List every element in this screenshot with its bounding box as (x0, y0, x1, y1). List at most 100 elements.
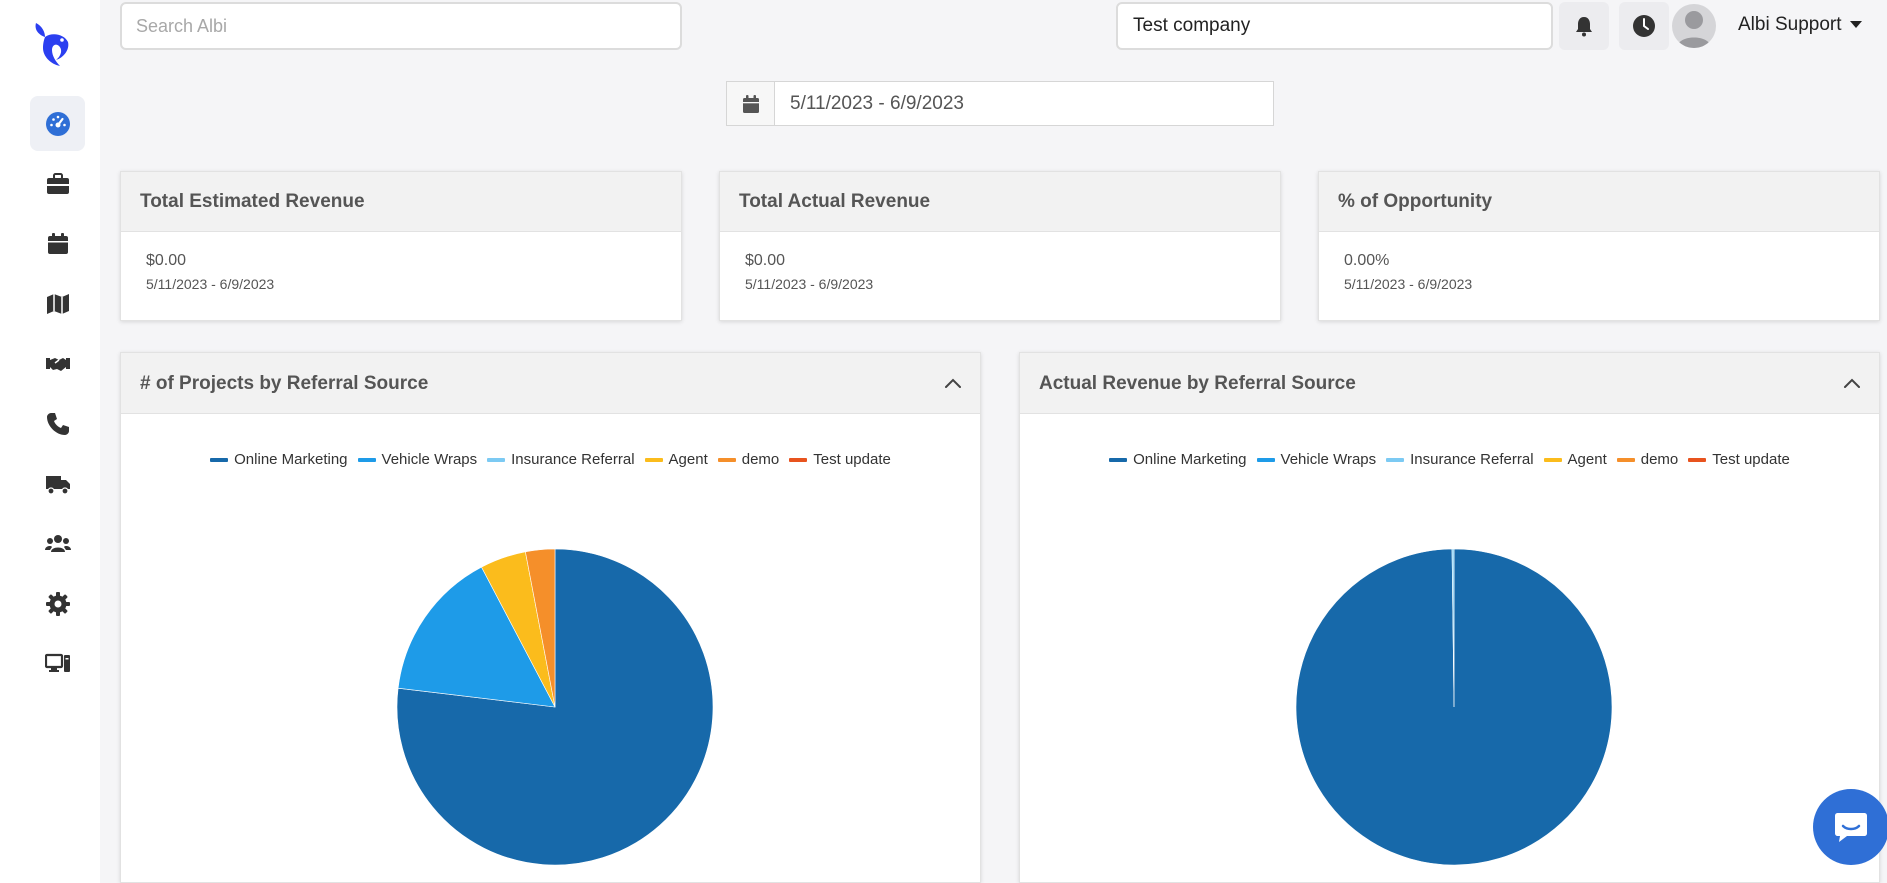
phone-icon (46, 412, 69, 435)
legend-swatch (1386, 457, 1405, 462)
legend-swatch (1616, 457, 1635, 462)
legend-label: Online Marketing (234, 451, 348, 468)
pie-slice[interactable] (397, 566, 556, 708)
history-button[interactable] (1619, 2, 1669, 50)
legend-swatch (1688, 457, 1707, 462)
chart-legend: Online Marketing Vehicle Wraps Insurance R… (121, 451, 980, 468)
legend-swatch (1109, 457, 1128, 462)
legend-swatch (357, 457, 376, 462)
legend-label: Test update (813, 451, 891, 468)
pie-slice[interactable] (396, 548, 714, 866)
sidebar-item-devices[interactable] (30, 636, 85, 691)
card-date-range: 5/11/2023 - 6/9/2023 (745, 276, 874, 292)
calendar-icon (742, 94, 759, 113)
legend-item[interactable]: Vehicle Wraps (1256, 451, 1377, 468)
legend-item[interactable]: Online Marketing (1109, 451, 1247, 468)
date-picker-button[interactable] (727, 82, 775, 125)
card-value: $0.00 (146, 252, 187, 269)
user-silhouette-icon (1677, 11, 1711, 48)
card-total-actual-revenue: Total Actual Revenue $0.00 5/11/2023 - 6… (719, 171, 1281, 321)
card-value: 0.00% (1344, 252, 1390, 269)
sidebar-item-projects[interactable] (30, 156, 85, 211)
chevron-up-icon[interactable] (1841, 373, 1863, 395)
sidebar-item-deliveries[interactable] (30, 456, 85, 511)
legend-item[interactable]: Vehicle Wraps (357, 451, 478, 468)
search-input[interactable] (120, 2, 682, 50)
caret-down-icon (1849, 21, 1862, 28)
sidebar-item-dashboard[interactable] (30, 96, 85, 151)
legend-swatch (1256, 457, 1275, 462)
legend-item[interactable]: demo (1616, 451, 1679, 468)
chat-bubble-icon (1835, 813, 1867, 842)
sidebar-item-calls[interactable] (30, 396, 85, 451)
legend-label: Agent (668, 451, 708, 468)
panel-title: Actual Revenue by Referral Source (1039, 373, 1356, 394)
panel-revenue-by-referral: Actual Revenue by Referral Source Online… (1019, 352, 1880, 883)
pie-slice[interactable] (1451, 548, 1455, 708)
chart-legend: Online Marketing Vehicle Wraps Insurance R… (1020, 451, 1879, 468)
legend-label: Agent (1567, 451, 1607, 468)
legend-label: Test update (1712, 451, 1790, 468)
map-icon (46, 293, 69, 314)
briefcase-icon (46, 172, 69, 194)
legend-item[interactable]: Test update (789, 451, 891, 468)
legend-item[interactable]: Insurance Referral (487, 451, 635, 468)
legend-swatch (644, 457, 663, 462)
notifications-button[interactable] (1559, 2, 1609, 50)
card-date-range: 5/11/2023 - 6/9/2023 (1344, 276, 1473, 292)
legend-item[interactable]: Agent (1543, 451, 1607, 468)
legend-item[interactable]: Insurance Referral (1386, 451, 1534, 468)
company-selector[interactable]: Test company (1116, 2, 1553, 50)
date-range-value[interactable]: 5/11/2023 - 6/9/2023 (790, 93, 964, 114)
dashboard-gauge-icon (45, 111, 70, 136)
panel-projects-by-referral: # of Projects by Referral Source Online … (120, 352, 981, 883)
pie-slice[interactable] (525, 548, 556, 708)
legend-label: demo (1640, 451, 1679, 468)
sidebar-item-calendar[interactable] (30, 216, 85, 271)
truck-icon (45, 475, 70, 495)
card-title: % of Opportunity (1319, 172, 1879, 232)
bell-icon (1576, 17, 1592, 37)
card-title: Total Estimated Revenue (121, 172, 681, 232)
user-menu[interactable]: Albi Support (1738, 14, 1862, 36)
legend-swatch (789, 457, 808, 462)
card-value: $0.00 (745, 252, 786, 269)
panel-title: # of Projects by Referral Source (140, 373, 429, 394)
handshake-icon (45, 357, 70, 371)
chat-button[interactable] (1813, 789, 1887, 865)
legend-item[interactable]: Test update (1688, 451, 1790, 468)
pie-chart-projects (396, 548, 714, 866)
sidebar (0, 0, 100, 883)
legend-item[interactable]: demo (717, 451, 780, 468)
legend-label: Vehicle Wraps (1280, 451, 1377, 468)
sidebar-item-settings[interactable] (30, 576, 85, 631)
albi-logo[interactable] (30, 20, 72, 68)
legend-label: Vehicle Wraps (381, 451, 478, 468)
card-title: Total Actual Revenue (720, 172, 1280, 232)
chevron-up-icon[interactable] (942, 373, 964, 395)
pie-chart-revenue (1295, 548, 1613, 866)
legend-item[interactable]: Online Marketing (210, 451, 348, 468)
sidebar-item-map[interactable] (30, 276, 85, 331)
legend-item[interactable]: Agent (644, 451, 708, 468)
avatar[interactable] (1672, 4, 1716, 48)
legend-swatch (487, 457, 506, 462)
legend-swatch (717, 457, 736, 462)
user-name: Albi Support (1738, 14, 1842, 35)
legend-label: Insurance Referral (1410, 451, 1534, 468)
users-icon (44, 534, 71, 552)
legend-swatch (1543, 457, 1562, 462)
calendar-icon (47, 232, 68, 254)
legend-label: demo (741, 451, 780, 468)
card-total-estimated-revenue: Total Estimated Revenue $0.00 5/11/2023 … (120, 171, 682, 321)
card-percent-opportunity: % of Opportunity 0.00% 5/11/2023 - 6/9/2… (1318, 171, 1880, 321)
sidebar-item-team[interactable] (30, 516, 85, 571)
legend-label: Online Marketing (1133, 451, 1247, 468)
sidebar-item-partners[interactable] (30, 336, 85, 391)
legend-swatch (210, 457, 229, 462)
clock-icon (1633, 15, 1655, 37)
legend-label: Insurance Referral (511, 451, 635, 468)
gear-icon (45, 591, 70, 616)
desktop-icon (44, 653, 70, 672)
date-range-picker[interactable]: 5/11/2023 - 6/9/2023 (726, 81, 1274, 126)
